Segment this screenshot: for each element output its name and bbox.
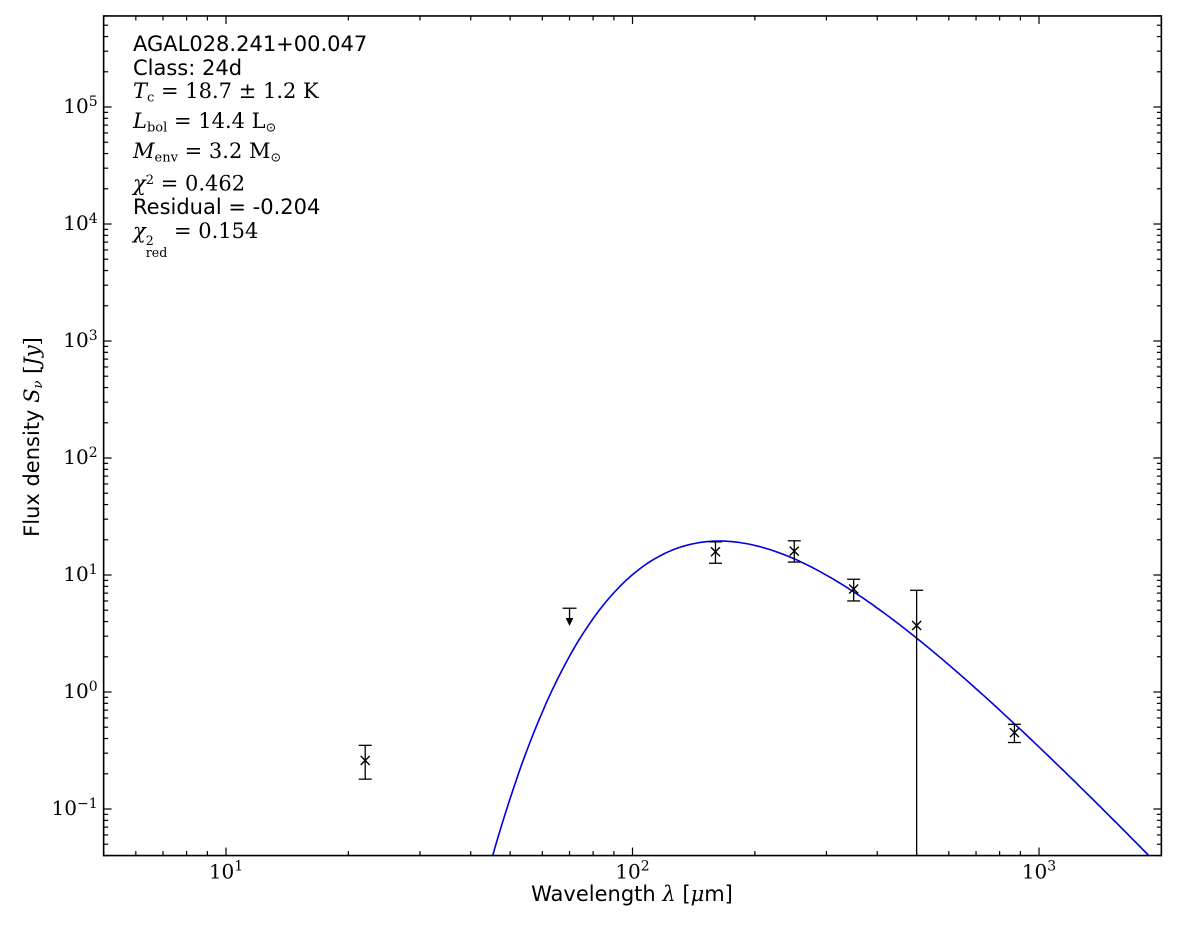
- sup-sub-stack: 2 red: [145, 232, 168, 260]
- annotation-line-chi2: χ2 = 0.462: [133, 171, 246, 196]
- data-point-500um: [910, 589, 924, 856]
- annotation-line-residual: Residual = -0.204: [133, 195, 321, 220]
- model-curve: [491, 540, 1150, 856]
- x-marker-icon: [1009, 727, 1020, 738]
- y-tick-label: 10−1: [52, 796, 98, 820]
- y-tick-label: 101: [63, 562, 97, 586]
- y-tick-label: 100: [63, 679, 97, 703]
- data-point-70um: [562, 607, 577, 627]
- x-marker-icon: [911, 620, 922, 631]
- data-points: [358, 540, 1021, 856]
- x-tick-label: 103: [1022, 859, 1056, 884]
- x-tick-label: 102: [615, 859, 649, 884]
- fit-annotation: AGAL028.241+00.047 Class: 24d Tc = 18.7 ± …: [133, 32, 368, 260]
- y-axis-label: Flux density Sν [Jy]: [19, 337, 47, 537]
- annotation-line-class: Class: 24d: [133, 55, 243, 80]
- y-tick-label: 105: [63, 94, 97, 118]
- down-arrow-icon: [565, 618, 574, 627]
- x-axis-label: Wavelength λ [μm]: [531, 882, 733, 906]
- x-marker-icon: [710, 546, 721, 557]
- y-tick-label: 104: [63, 211, 97, 235]
- annotation-line-luminosity: Lbol = 14.4 L⊙: [133, 108, 277, 135]
- axis-ticks: [103, 15, 1162, 857]
- data-point-160um: [708, 541, 722, 564]
- annotation-line-source-name: AGAL028.241+00.047: [133, 32, 368, 56]
- x-tick-label: 101: [209, 859, 243, 884]
- y-tick-label: 102: [63, 445, 97, 469]
- y-tick-label: 103: [63, 328, 97, 352]
- annotation-line-envelope-mass: Menv = 3.2 M⊙: [133, 138, 282, 165]
- annotation-line-temperature: Tc = 18.7 ± 1.2 K: [133, 79, 319, 106]
- x-marker-icon: [360, 755, 371, 766]
- data-point-22um: [358, 744, 372, 780]
- annotation-line-chi2-reduced: χ 2 red = 0.154: [133, 218, 259, 260]
- data-point-350um: [847, 578, 861, 602]
- data-point-250um: [787, 540, 801, 563]
- x-marker-icon: [789, 546, 800, 557]
- data-point-870um: [1007, 723, 1021, 744]
- x-marker-icon: [848, 583, 859, 594]
- model-curve-group: [491, 540, 1150, 856]
